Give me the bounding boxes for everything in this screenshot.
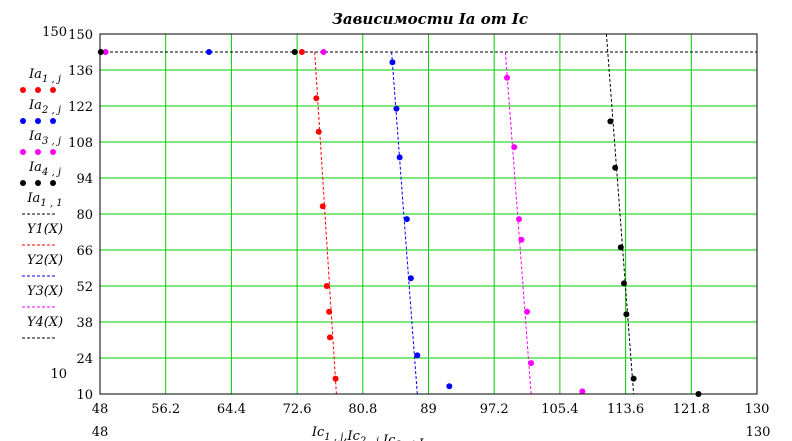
data-point — [323, 283, 330, 289]
data-point — [516, 216, 523, 223]
data-point — [313, 95, 320, 102]
data-point — [326, 308, 333, 315]
x-tick-label: 121.8 — [673, 402, 710, 417]
data-point — [97, 49, 104, 55]
data-point — [617, 244, 624, 251]
data-point — [407, 275, 414, 282]
x-tick-label: 80.8 — [348, 402, 377, 417]
data-point — [620, 280, 627, 287]
series-points — [97, 49, 702, 397]
y-range-max-label: 150 — [42, 25, 67, 40]
legend-marker — [20, 149, 26, 155]
x-tick-label: 48 — [92, 402, 109, 417]
series-line — [314, 51, 337, 395]
x-tick-label: 130 — [745, 402, 770, 417]
x-tick-label: 105.4 — [541, 402, 578, 417]
y-tick-label: 122 — [68, 100, 93, 115]
grid — [100, 34, 757, 394]
x-tick-label: 72.6 — [283, 402, 312, 417]
plot-frame — [99, 33, 758, 395]
legend-label: Ia1 , 1 — [26, 191, 62, 209]
data-point — [630, 375, 637, 382]
y-tick-label: 66 — [76, 244, 93, 259]
legend-label: Ia4 , j — [28, 160, 61, 178]
data-point — [315, 128, 322, 135]
legend-marker — [35, 149, 41, 155]
data-point — [291, 49, 298, 55]
x-range-min-label: 48 — [92, 425, 109, 440]
legend-label: Ia3 , j — [28, 129, 61, 147]
legend-marker — [50, 87, 56, 93]
data-point — [320, 49, 327, 55]
legend-marker — [35, 180, 41, 186]
data-point — [511, 144, 518, 151]
legend-marker — [50, 118, 56, 124]
y-tick-label: 10 — [76, 388, 93, 403]
data-point — [579, 388, 586, 395]
data-point — [528, 360, 535, 367]
data-point — [298, 49, 305, 55]
data-point — [389, 59, 396, 66]
legend-marker — [35, 87, 41, 93]
y-tick-label: 136 — [68, 64, 93, 79]
legend: Ia1 , j Ia2 , j Ia3 , j Ia4 , j Ia1 , 1 Y1(X)… — [20, 67, 63, 339]
legend-marker — [20, 118, 26, 124]
y-tick-label: 80 — [76, 208, 93, 223]
y-tick-label: 24 — [76, 352, 93, 367]
data-point — [612, 164, 619, 171]
legend-label: Y2(X) — [27, 253, 63, 268]
legend-label: Ia2 , j — [28, 98, 61, 116]
y-tick-label: 38 — [76, 316, 93, 331]
x-tick-label: 64.4 — [217, 402, 246, 417]
legend-marker — [50, 149, 56, 155]
legend-marker — [20, 87, 26, 93]
x-range-max-label: 130 — [746, 425, 771, 440]
data-point — [332, 375, 339, 382]
x-tick-label: 56.2 — [151, 402, 180, 417]
tick-labels: 48 56.2 64.4 72.6 80.8 89 97.2 105.4 113.6 121.8 1… — [42, 25, 770, 440]
y-tick-label: 150 — [68, 28, 93, 43]
series-line — [391, 51, 418, 395]
legend-label: Ia1 , j — [28, 67, 61, 85]
chart-title: Зависимости Ia от Ic — [332, 10, 528, 28]
data-point — [326, 334, 333, 341]
y-tick-label: 94 — [76, 172, 93, 187]
data-point — [518, 236, 525, 243]
data-point — [102, 49, 109, 55]
legend-label: Y1(X) — [27, 222, 63, 237]
data-point — [396, 154, 403, 161]
legend-marker — [20, 180, 26, 186]
legend-marker — [50, 180, 56, 186]
data-point — [607, 118, 614, 125]
y-tick-label: 108 — [68, 136, 93, 151]
data-point — [524, 308, 531, 315]
y-range-min-label: 10 — [50, 367, 67, 382]
data-point — [393, 105, 400, 112]
data-point — [319, 203, 326, 210]
data-point — [205, 49, 212, 55]
y-tick-label: 52 — [76, 280, 93, 295]
legend-marker — [35, 118, 41, 124]
data-point — [504, 74, 511, 81]
x-tick-label: 97.2 — [480, 402, 509, 417]
x-tick-label: 89 — [420, 402, 437, 417]
x-tick-label: 113.6 — [607, 402, 644, 417]
series-line — [605, 33, 635, 395]
data-point — [446, 383, 453, 390]
data-point — [414, 352, 421, 359]
data-point — [623, 311, 630, 318]
legend-label: Y3(X) — [27, 284, 63, 299]
data-point — [403, 216, 410, 223]
x-axis-label: Ic1 , j,Ic2 , j,Ic3 , j,Ic4 , j, X , X ,… — [311, 425, 555, 441]
legend-label: Y4(X) — [27, 315, 63, 330]
series-line — [504, 51, 532, 395]
